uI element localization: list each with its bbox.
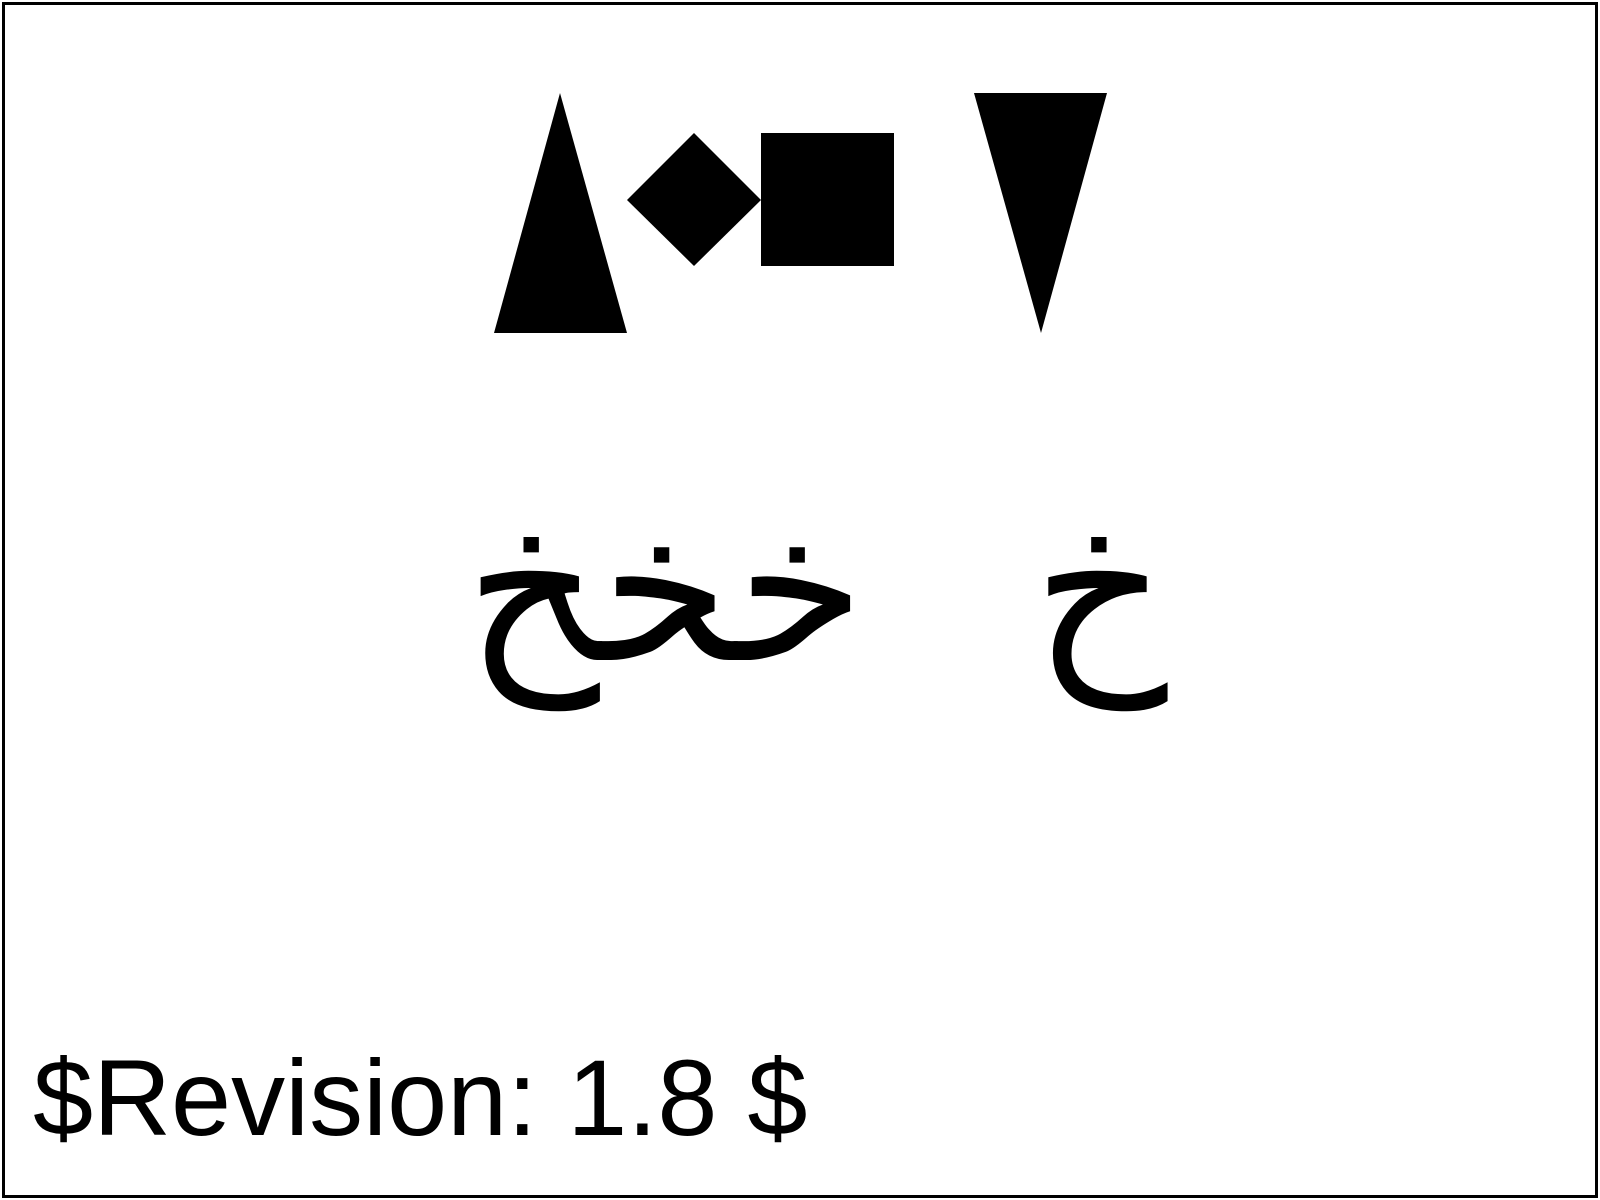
arabic-joined-text: خخخ xyxy=(465,465,866,711)
revision-label: $Revision: 1.8 $ xyxy=(33,1037,807,1158)
triangle-up-shape xyxy=(494,93,627,333)
square-shape xyxy=(761,133,894,266)
triangle-down-shape xyxy=(974,93,1107,333)
diamond-shape xyxy=(627,133,761,266)
arabic-isolated-text: خ xyxy=(1032,465,1168,711)
